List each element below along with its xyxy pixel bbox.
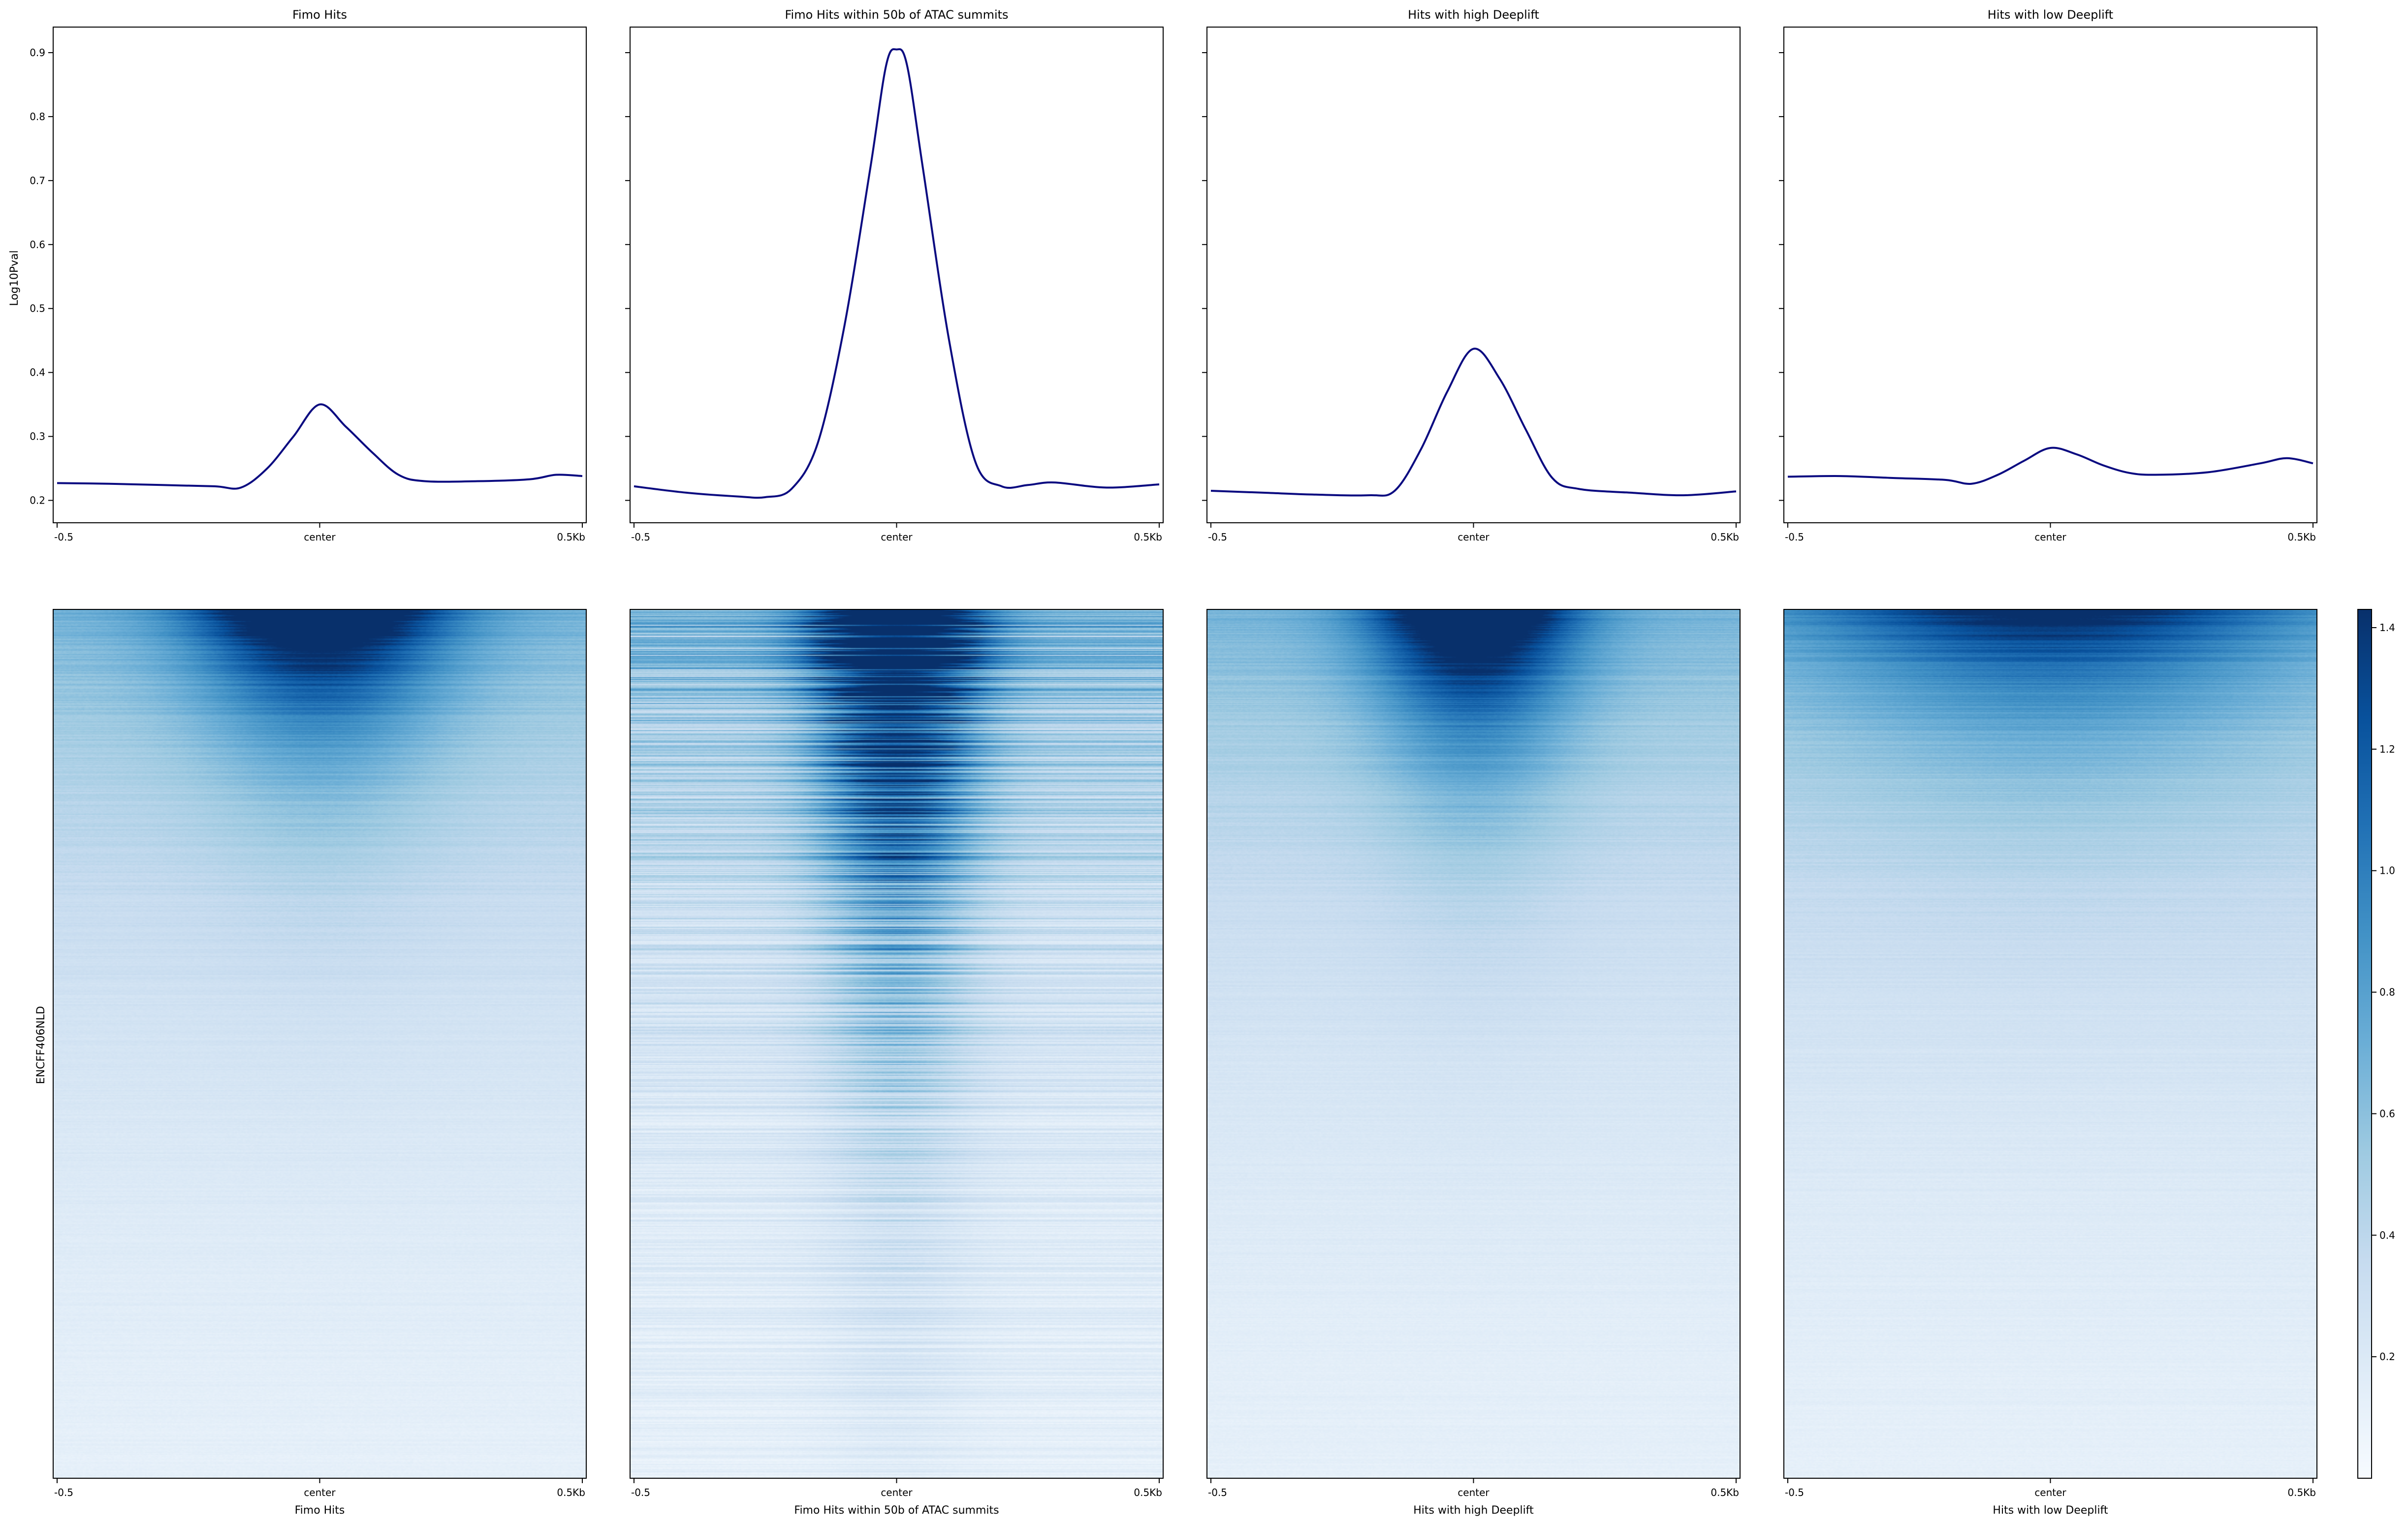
- heatmap-image: [630, 609, 1163, 1478]
- heatmap-x-axis-label: Hits with high Deeplift: [1413, 1504, 1534, 1517]
- heatmap-image: [1207, 609, 1740, 1478]
- x-tick-label: -0.5: [1785, 531, 1804, 543]
- profile-title: Hits with low Deeplift: [1988, 8, 2113, 22]
- profile-line: [634, 48, 1160, 499]
- x-tick-label: -0.5: [631, 1487, 650, 1498]
- y-tick-label: 0.3: [30, 431, 45, 443]
- colorbar-tick-label: 0.8: [2379, 986, 2395, 998]
- profile-title: Hits with high Deeplift: [1408, 8, 1539, 22]
- x-tick-label: -0.5: [54, 1487, 73, 1498]
- heatmap-panel-4: -0.5 center 0.5Kb Hits with low Deeplift: [1783, 609, 2317, 1517]
- y-tick-label: 0.8: [30, 111, 45, 123]
- x-tick-label: center: [304, 531, 336, 543]
- x-tick-label: -0.5: [54, 531, 73, 543]
- profile-y-axis-label: Log10Pval: [8, 250, 21, 306]
- x-tick-label: 0.5Kb: [557, 531, 585, 543]
- x-tick-label: center: [304, 1487, 336, 1498]
- heatmap-x-axis-label: Fimo Hits: [295, 1504, 345, 1517]
- heatmap-panel-2: -0.5 center 0.5Kb Fimo Hits within 50b of A…: [630, 609, 1164, 1517]
- y-tick-label: 0.7: [30, 175, 45, 187]
- heatmap-x-axis-label: Hits with low Deeplift: [1993, 1504, 2108, 1517]
- heatmap-panels: -0.5 center 0.5Kb Fimo Hits -0.5 center 0.5Kb F…: [53, 609, 2317, 1517]
- profile-title: Fimo Hits within 50b of ATAC summits: [785, 8, 1008, 22]
- heatmap-y-axis-label: ENCFF406NLD: [35, 1006, 47, 1084]
- profile-title: Fimo Hits: [292, 8, 347, 22]
- colorbar: 0.2 0.4 0.6 0.8 1.0 1.2 1.4: [2357, 609, 2395, 1479]
- colorbar-tick-label: 0.2: [2379, 1351, 2395, 1363]
- y-tick-label: 0.4: [30, 367, 45, 379]
- y-tick-label: 0.5: [30, 303, 45, 315]
- x-tick-label: 0.5Kb: [1134, 1487, 1162, 1498]
- profile-frame: [630, 27, 1164, 523]
- profile-line: [1210, 348, 1737, 497]
- profile-plot-1: Fimo Hits 0.2 0.3 0.4 0.5 0.6 0.7 0.8 0.9 -0.5 cen…: [30, 8, 587, 543]
- x-tick-label: 0.5Kb: [1134, 531, 1162, 543]
- profile-plots: Fimo Hits 0.2 0.3 0.4 0.5 0.6 0.7 0.8 0.9 -0.5 cen…: [30, 8, 2317, 543]
- profile-plot-2: Fimo Hits within 50b of ATAC summits -0.5…: [625, 8, 1164, 543]
- x-tick-label: -0.5: [1785, 1487, 1804, 1498]
- profile-plot-4: Hits with low Deeplift -0.5 center 0.5Kb: [1779, 8, 2317, 543]
- x-tick-label: center: [1457, 531, 1489, 543]
- x-tick-label: 0.5Kb: [1711, 1487, 1739, 1498]
- x-tick-label: -0.5: [1208, 531, 1227, 543]
- x-tick-label: center: [2034, 1487, 2066, 1498]
- profile-line: [1787, 446, 2313, 485]
- colorbar-tick-label: 0.6: [2379, 1108, 2395, 1119]
- y-tick-label: 0.6: [30, 239, 45, 251]
- colorbar-tick-label: 1.4: [2379, 622, 2395, 634]
- colorbar-tick-label: 1.2: [2379, 743, 2395, 755]
- x-tick-label: center: [2034, 531, 2066, 543]
- heatmap-panel-1: -0.5 center 0.5Kb Fimo Hits: [53, 609, 587, 1517]
- y-tick-label: 0.9: [30, 47, 45, 59]
- heatmap-panel-3: -0.5 center 0.5Kb Hits with high Deeplift: [1206, 609, 1741, 1517]
- heatmap-image: [53, 609, 586, 1478]
- x-tick-label: center: [881, 531, 913, 543]
- profile-line: [57, 403, 583, 490]
- x-tick-label: 0.5Kb: [1711, 531, 1739, 543]
- x-tick-label: -0.5: [631, 531, 650, 543]
- heatmap-image: [1784, 609, 2317, 1478]
- x-tick-label: 0.5Kb: [2287, 1487, 2316, 1498]
- x-tick-label: -0.5: [1208, 1487, 1227, 1498]
- x-tick-label: center: [881, 1487, 913, 1498]
- x-tick-label: center: [1457, 1487, 1489, 1498]
- profile-frame: [53, 27, 587, 523]
- profile-frame: [1206, 27, 1741, 523]
- x-tick-label: 0.5Kb: [557, 1487, 585, 1498]
- x-tick-label: 0.5Kb: [2287, 531, 2316, 543]
- profile-plot-3: Hits with high Deeplift -0.5 center 0.5Kb: [1202, 8, 1741, 543]
- heatmap-x-axis-label: Fimo Hits within 50b of ATAC summits: [794, 1504, 999, 1517]
- y-tick-label: 0.2: [30, 495, 45, 507]
- colorbar-gradient: [2357, 609, 2372, 1479]
- colorbar-tick-label: 0.4: [2379, 1229, 2395, 1241]
- colorbar-tick-label: 1.0: [2379, 865, 2395, 877]
